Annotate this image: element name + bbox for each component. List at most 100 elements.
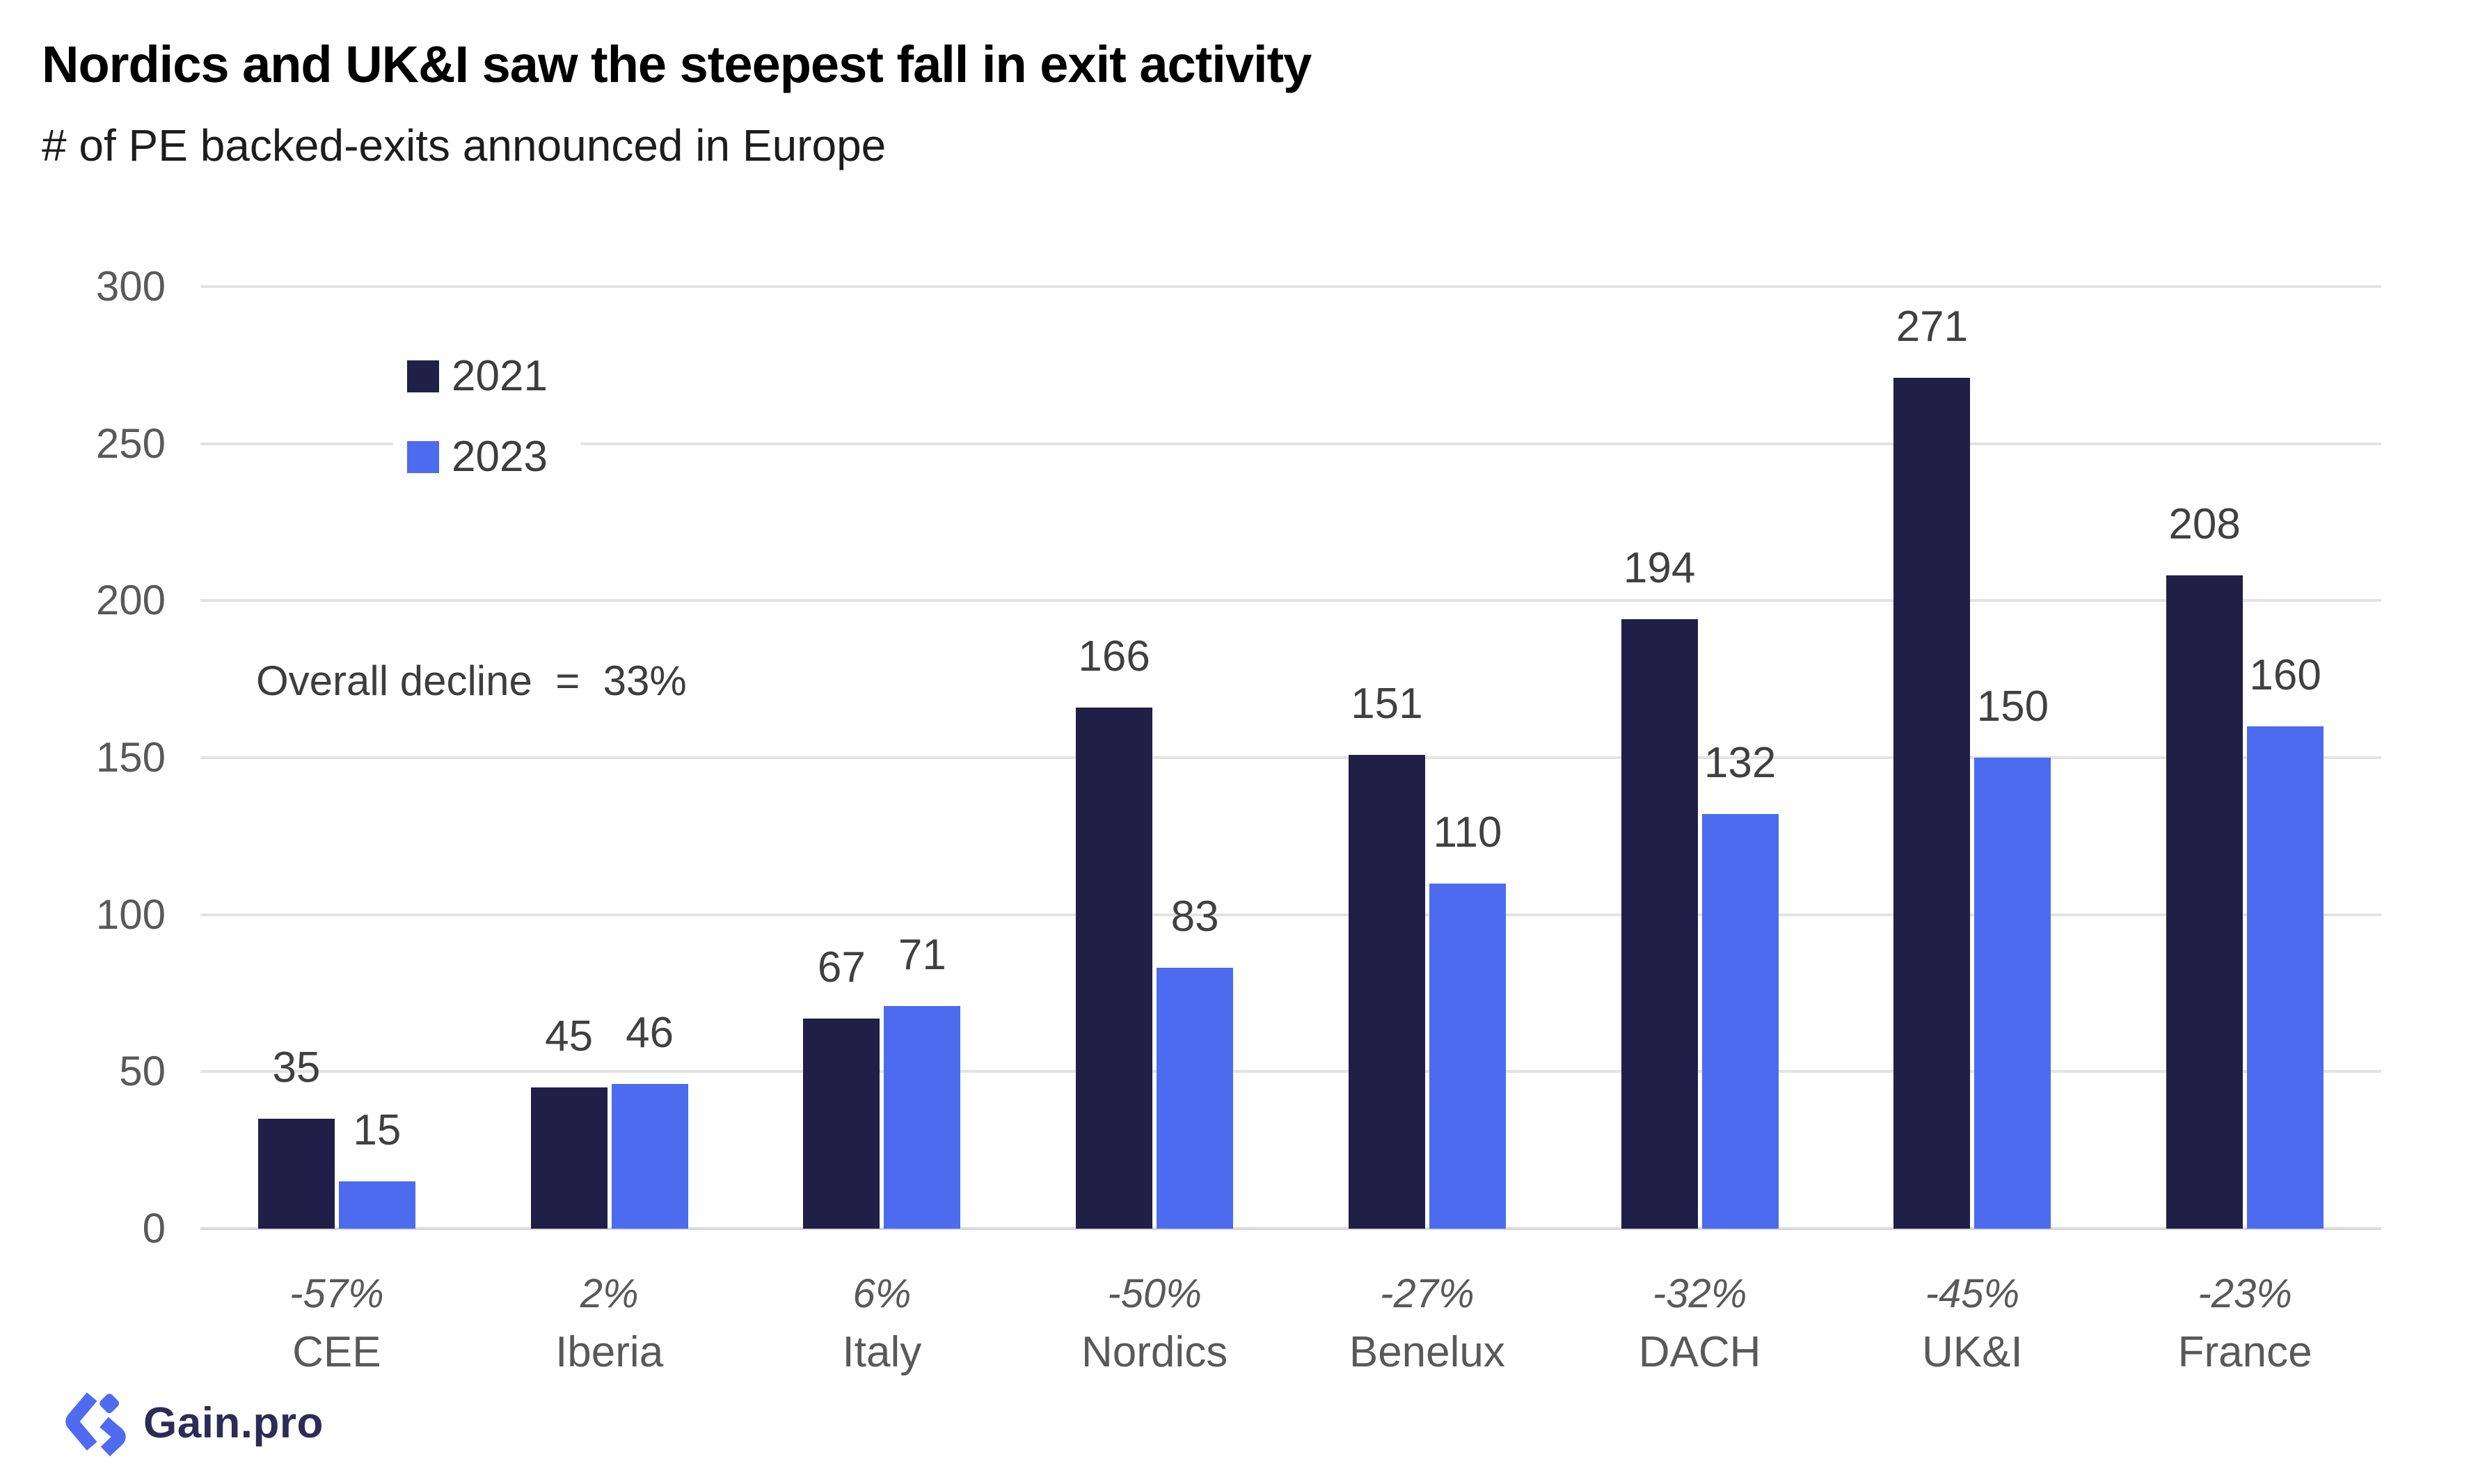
category-label-benelux: Benelux xyxy=(1349,1328,1505,1376)
bar-2023-nordics xyxy=(1157,968,1234,1229)
bar-2021-france xyxy=(2166,575,2243,1229)
y-tick-label-0: 0 xyxy=(142,1205,166,1252)
bar-column-2023-nordics: 83 xyxy=(1157,893,1234,1229)
pct-change-label-italy: 6% xyxy=(852,1271,912,1316)
chart-title: Nordics and UK&I saw the steepest fall i… xyxy=(42,35,1312,93)
bar-2021-cee xyxy=(257,1119,335,1229)
bar-column-2023-benelux: 110 xyxy=(1429,811,1506,1229)
bar-column-2021-benelux: 151 xyxy=(1348,679,1425,1229)
value-label-2023-benelux: 110 xyxy=(1433,808,1502,856)
value-label-2023-italy: 71 xyxy=(898,930,946,979)
bar-column-2021-italy: 67 xyxy=(803,946,880,1229)
gridline-200 xyxy=(200,599,2381,603)
bar-2023-france xyxy=(2247,726,2324,1229)
legend-swatch-2023 xyxy=(407,441,439,473)
value-label-2021-cee: 35 xyxy=(272,1044,321,1092)
bar-group-benelux: 151 110 xyxy=(1291,287,1564,1229)
pct-change-label-france: -23% xyxy=(2198,1271,2292,1316)
legend-swatch-2021 xyxy=(407,360,439,392)
gridline-50 xyxy=(200,1070,2381,1074)
pct-change-label-benelux: -27% xyxy=(1380,1271,1475,1316)
bar-group-nordics: 166 83 xyxy=(1018,287,1291,1229)
pct-change-label-nordics: -50% xyxy=(1107,1271,1202,1316)
value-label-2021-france: 208 xyxy=(2168,500,2241,549)
value-label-2021-benelux: 151 xyxy=(1351,679,1423,728)
value-label-2023-cee: 15 xyxy=(353,1106,402,1155)
value-label-2023-france: 160 xyxy=(2249,651,2321,699)
bar-column-2023-cee: 15 xyxy=(338,1106,415,1229)
value-label-2021-iberia: 45 xyxy=(545,1012,594,1060)
bar-2021-nordics xyxy=(1076,707,1153,1229)
category-label-uk-and-i: UK&I xyxy=(1922,1328,2023,1376)
pct-change-label-cee: -57% xyxy=(289,1271,384,1316)
pct-change-label-uk-and-i: -45% xyxy=(1925,1271,2020,1316)
bar-2021-dach xyxy=(1621,619,1698,1229)
bar-2021-iberia xyxy=(530,1087,607,1229)
bar-2021-italy xyxy=(803,1018,880,1229)
category-label-iberia: Iberia xyxy=(555,1328,664,1376)
gridline-100 xyxy=(200,913,2381,916)
value-label-2023-iberia: 46 xyxy=(626,1009,674,1058)
gridline-150 xyxy=(200,756,2381,759)
gridline-0 xyxy=(200,1227,2381,1230)
bar-2023-iberia xyxy=(611,1084,688,1229)
bar-column-2021-iberia: 45 xyxy=(530,1012,607,1229)
bar-column-2021-cee: 35 xyxy=(257,1044,335,1229)
y-tick-label-150: 150 xyxy=(95,734,166,781)
y-tick-label-100: 100 xyxy=(95,891,166,938)
bar-column-2023-france: 160 xyxy=(2247,651,2324,1229)
y-tick-label-200: 200 xyxy=(95,577,166,624)
category-label-dach: DACH xyxy=(1638,1328,1761,1376)
gridline-250 xyxy=(200,442,2381,445)
legend-label-2021: 2021 xyxy=(452,352,548,400)
overall-decline-annotation: Overall decline = 33% xyxy=(256,657,687,704)
bar-groups: 35 15 45 46 67 71 166 83 151 110 194 132 271 150 208 16… xyxy=(200,287,2381,1229)
bar-column-2023-iberia: 46 xyxy=(611,1009,688,1229)
bar-column-2023-dach: 132 xyxy=(1701,739,1779,1229)
bar-2021-uk-and-i xyxy=(1893,377,1971,1229)
bar-2023-uk-and-i xyxy=(1974,758,2051,1229)
category-label-nordics: Nordics xyxy=(1081,1328,1228,1376)
bar-column-2021-nordics: 166 xyxy=(1076,632,1153,1229)
bar-group-iberia: 45 46 xyxy=(473,287,746,1229)
value-label-2021-uk-and-i: 271 xyxy=(1896,302,1969,351)
gainpro-logo: Gain.pro xyxy=(61,1390,324,1457)
bar-column-2023-uk-and-i: 150 xyxy=(1974,685,2051,1229)
gainpro-logo-text: Gain.pro xyxy=(143,1399,324,1447)
bar-group-france: 208 160 xyxy=(2108,287,2381,1229)
category-label-cee: CEE xyxy=(292,1328,381,1376)
bar-group-cee: 35 15 xyxy=(200,287,473,1229)
bar-group-uk-and-i: 271 150 xyxy=(1836,287,2109,1229)
y-tick-label-300: 300 xyxy=(95,263,166,310)
bar-column-2023-italy: 71 xyxy=(884,930,961,1229)
value-label-2023-uk-and-i: 150 xyxy=(1976,683,2049,731)
plot-area: 35 15 45 46 67 71 166 83 151 110 194 132 271 150 208 16… xyxy=(200,285,2381,1230)
y-tick-label-50: 50 xyxy=(119,1048,166,1095)
legend-item-2021: 2021 xyxy=(407,355,548,398)
category-label-france: France xyxy=(2177,1328,2312,1376)
bar-2023-benelux xyxy=(1429,883,1506,1229)
y-tick-label-250: 250 xyxy=(95,420,166,467)
bar-column-2021-france: 208 xyxy=(2166,503,2243,1229)
y-axis-labels: 0 50 100 150 200 250 300 xyxy=(0,263,166,1252)
value-label-2021-italy: 67 xyxy=(817,943,866,991)
legend-label-2023: 2023 xyxy=(452,433,548,481)
value-label-2023-dach: 132 xyxy=(1703,739,1777,788)
value-label-2021-dach: 194 xyxy=(1623,544,1696,593)
bar-2023-cee xyxy=(338,1181,415,1229)
bar-column-2021-dach: 194 xyxy=(1621,547,1698,1229)
bar-group-dach: 194 132 xyxy=(1564,287,1836,1229)
bar-2021-benelux xyxy=(1348,754,1425,1229)
chart-subtitle: # of PE backed-exits announced in Europe xyxy=(42,120,887,170)
gainpro-logo-icon xyxy=(65,1392,126,1457)
bar-column-2021-uk-and-i: 271 xyxy=(1893,302,1971,1229)
legend-item-2023: 2023 xyxy=(407,436,548,479)
pct-change-label-iberia: 2% xyxy=(580,1271,639,1316)
pct-change-label-dach: -32% xyxy=(1652,1271,1747,1316)
value-label-2021-nordics: 166 xyxy=(1078,632,1150,680)
bar-group-italy: 67 71 xyxy=(746,287,1019,1229)
value-label-2023-nordics: 83 xyxy=(1170,893,1219,941)
bar-2023-italy xyxy=(884,1005,961,1229)
legend: 2021 2023 xyxy=(393,342,581,491)
